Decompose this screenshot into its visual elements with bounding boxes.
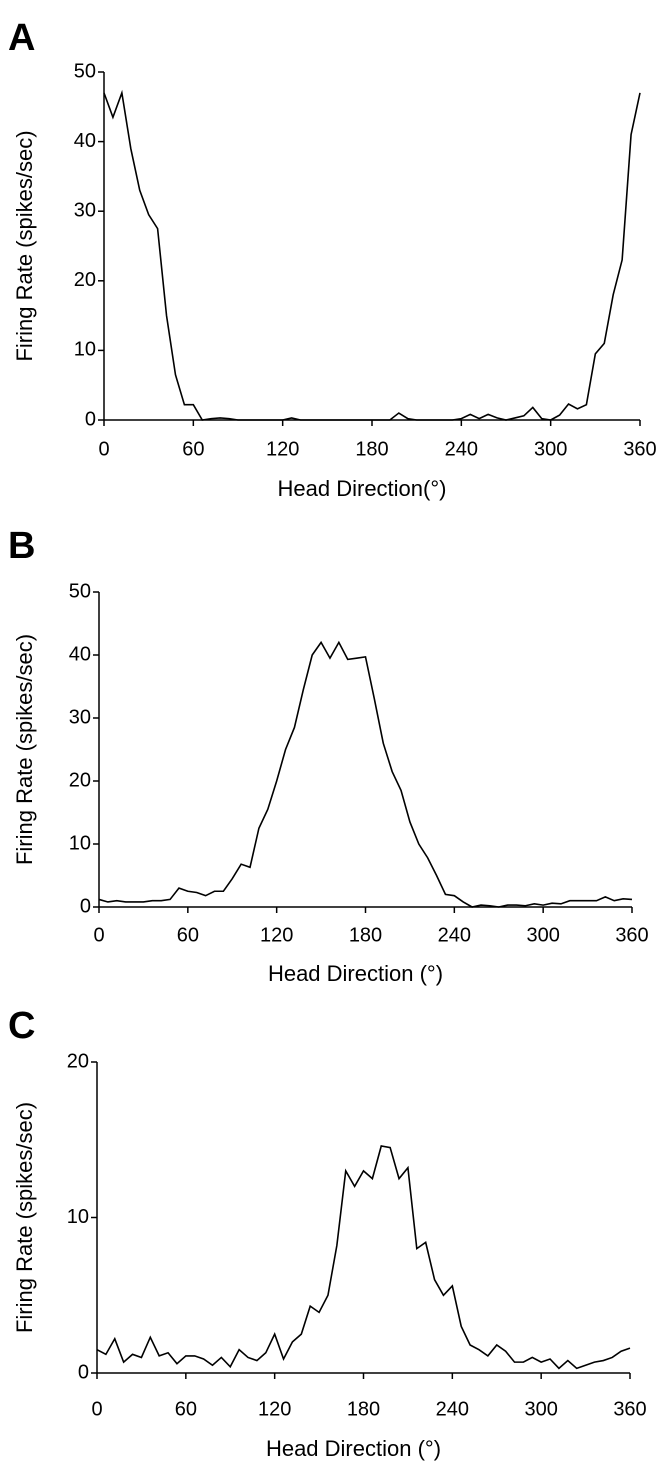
x-axis-label: Head Direction (°) — [266, 1436, 441, 1461]
y-tick-label: 0 — [80, 895, 91, 917]
x-tick-label: 300 — [534, 438, 567, 460]
y-tick-label: 20 — [67, 1050, 89, 1072]
y-tick-label: 0 — [78, 1361, 89, 1383]
x-tick-label: 240 — [445, 438, 478, 460]
x-tick-label: 360 — [615, 924, 648, 946]
x-tick-label: 0 — [93, 924, 104, 946]
data-line — [103, 89, 641, 421]
x-tick-label: 60 — [175, 1398, 197, 1420]
x-tick-label: 360 — [613, 1398, 646, 1420]
x-tick-label: 60 — [177, 924, 199, 946]
x-axis-label: Head Direction(°) — [278, 476, 447, 501]
x-tick-label: 180 — [349, 924, 382, 946]
x-tick-label: 120 — [260, 924, 293, 946]
x-tick-label: 180 — [355, 438, 388, 460]
y-tick-label: 30 — [69, 706, 91, 728]
y-axis-label: Firing Rate (spikes/sec) — [12, 634, 37, 865]
panel-label: B — [8, 525, 35, 567]
x-axis-label: Head Direction (°) — [268, 961, 443, 986]
x-tick-label: 120 — [266, 438, 299, 460]
panel-label: C — [8, 1005, 35, 1047]
y-axis-label: Firing Rate (spikes/sec) — [12, 130, 37, 361]
x-tick-label: 300 — [526, 924, 559, 946]
y-axis-label: Firing Rate (spikes/sec) — [12, 1102, 37, 1333]
y-tick-label: 40 — [69, 643, 91, 665]
y-tick-label: 10 — [69, 832, 91, 854]
y-tick-label: 50 — [74, 60, 96, 82]
x-tick-label: 300 — [524, 1398, 557, 1420]
x-tick-label: 240 — [436, 1398, 469, 1420]
data-line — [98, 640, 633, 908]
panel-label: A — [8, 17, 35, 59]
x-tick-label: 120 — [258, 1398, 291, 1420]
y-tick-label: 0 — [85, 408, 96, 430]
x-tick-label: 0 — [91, 1398, 102, 1420]
x-tick-label: 360 — [623, 438, 656, 460]
x-tick-label: 60 — [182, 438, 204, 460]
x-tick-label: 0 — [98, 438, 109, 460]
data-line — [96, 1145, 631, 1370]
x-tick-label: 240 — [438, 924, 471, 946]
y-tick-label: 50 — [69, 580, 91, 602]
y-tick-label: 30 — [74, 199, 96, 221]
y-tick-label: 40 — [74, 130, 96, 152]
y-tick-label: 20 — [74, 269, 96, 291]
x-tick-label: 180 — [347, 1398, 380, 1420]
y-tick-label: 10 — [74, 339, 96, 361]
y-tick-label: 10 — [67, 1206, 89, 1228]
y-tick-label: 20 — [69, 769, 91, 791]
